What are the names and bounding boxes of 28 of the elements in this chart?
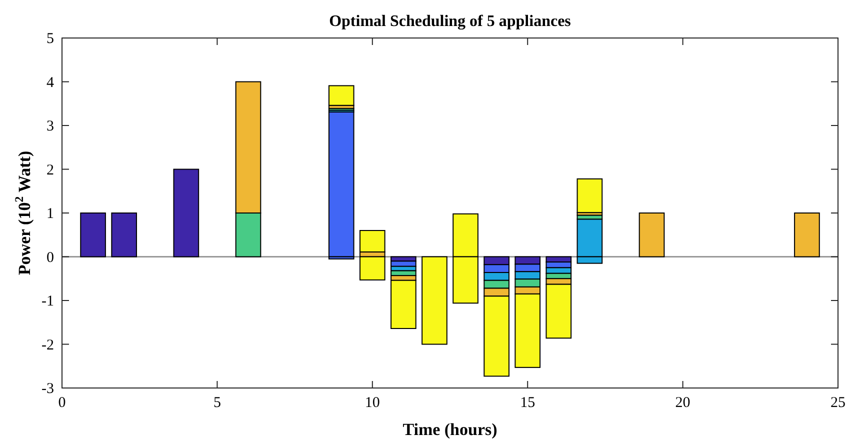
x-axis-title: Time (hours) (402, 420, 498, 439)
x-tick-label: 20 (675, 395, 690, 411)
y-tick-label: 4 (46, 74, 54, 91)
bar (794, 212, 820, 258)
y-tick-label: 2 (46, 162, 54, 178)
bar (422, 256, 448, 345)
bar (173, 168, 200, 258)
y-tick-label: 3 (46, 118, 54, 134)
x-tick-label: 25 (830, 395, 846, 411)
chart-title: Optimal Scheduling of 5 appliances (329, 13, 571, 30)
y-tick-label: -1 (42, 294, 54, 310)
bar (576, 178, 603, 214)
bar (638, 212, 665, 258)
bar (359, 256, 386, 280)
y-tick-label: -2 (42, 337, 54, 354)
bar (359, 230, 386, 252)
bar (111, 212, 137, 258)
bar (328, 111, 354, 258)
y-tick-label: 1 (46, 206, 54, 222)
x-tick-label: 15 (520, 395, 536, 411)
x-tick-label: 0 (58, 395, 66, 411)
y-tick-label: -3 (42, 381, 54, 397)
x-tick-label: 5 (213, 395, 221, 411)
y-tick-label: 0 (46, 250, 54, 266)
x-tick-label: 10 (364, 395, 380, 411)
bar (328, 85, 354, 106)
y-tick-label: 5 (46, 31, 54, 47)
bar (80, 212, 106, 258)
